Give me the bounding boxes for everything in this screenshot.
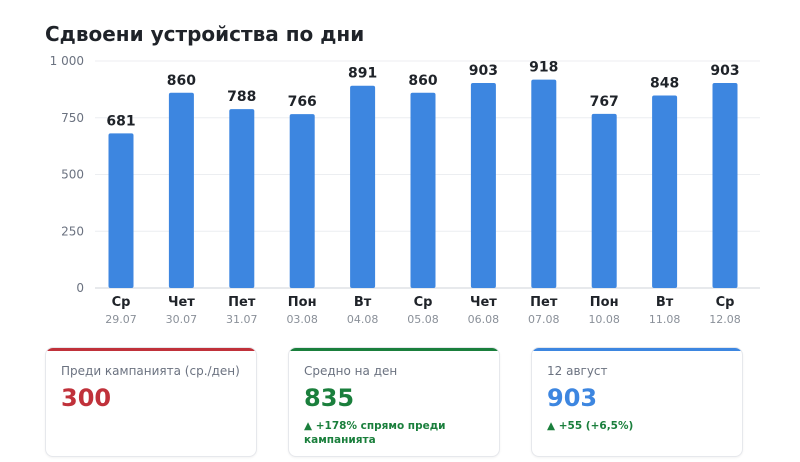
chart-title: Сдвоени устройства по дни	[45, 22, 365, 46]
y-tick-label: 750	[61, 111, 84, 125]
card-accent-bar	[289, 348, 499, 351]
y-tick-label: 1 000	[50, 54, 84, 68]
bar	[470, 83, 496, 288]
bar	[531, 79, 557, 288]
bar	[168, 92, 194, 288]
card-delta: ▲ +178% спрямо преди кампанията	[304, 420, 446, 446]
card-label: Преди кампанията (ср./ден)	[61, 364, 240, 378]
x-tick-label: Ср	[716, 295, 735, 310]
card-august-12: 12 август 903 ▲ +55 (+6,5%)	[531, 347, 743, 457]
y-tick-label: 500	[61, 168, 84, 182]
card-label: 12 август	[547, 364, 608, 378]
data-label: 903	[710, 63, 739, 79]
data-label: 860	[167, 73, 196, 89]
x-tick-date: 05.08	[407, 313, 439, 326]
card-before-campaign: Преди кампанията (ср./ден) 300	[45, 347, 257, 457]
bar	[591, 113, 617, 289]
x-tick-label: Ср	[112, 295, 131, 310]
data-label: 767	[590, 94, 619, 110]
data-label: 891	[348, 66, 377, 82]
x-tick-date: 30.07	[166, 313, 198, 326]
bar	[108, 133, 134, 288]
x-tick-date: 11.08	[649, 313, 681, 326]
x-tick-label: Пет	[530, 295, 558, 310]
x-tick-label: Ср	[414, 295, 433, 310]
bar	[410, 92, 436, 288]
x-tick-date: 07.08	[528, 313, 560, 326]
summary-cards: Преди кампанията (ср./ден) 300 Средно на…	[45, 347, 758, 462]
data-label: 681	[106, 113, 135, 129]
x-tick-date: 31.07	[226, 313, 258, 326]
bar	[289, 114, 315, 288]
y-tick-label: 0	[76, 281, 84, 295]
x-tick-date: 12.08	[709, 313, 741, 326]
x-tick-date: 03.08	[286, 313, 318, 326]
x-tick-date: 04.08	[347, 313, 379, 326]
x-tick-label: Пет	[228, 295, 256, 310]
bar	[229, 109, 255, 289]
x-tick-date: 10.08	[588, 313, 620, 326]
x-tick-label: Пон	[288, 295, 317, 310]
bar	[350, 85, 376, 288]
x-tick-label: Вт	[656, 295, 674, 310]
x-tick-label: Пон	[590, 295, 619, 310]
x-tick-label: Чет	[168, 295, 195, 310]
bar	[652, 95, 678, 288]
data-label: 860	[408, 73, 437, 89]
card-label: Средно на ден	[304, 364, 398, 378]
y-tick-label: 250	[61, 224, 84, 238]
data-label: 918	[529, 60, 558, 76]
card-value: 835	[304, 384, 355, 412]
data-label: 903	[469, 63, 498, 79]
x-tick-label: Чет	[470, 295, 497, 310]
data-label: 848	[650, 76, 679, 92]
card-value: 903	[547, 384, 598, 412]
x-tick-label: Вт	[354, 295, 372, 310]
card-accent-bar	[532, 348, 742, 351]
card-daily-average: Средно на ден 835 ▲ +178% спрямо преди к…	[288, 347, 500, 457]
bar-chart: 0 250 500 750 1 000 681 Ср 29.07 860 Чет 30.07 788 П…	[50, 54, 760, 326]
card-accent-bar	[46, 348, 256, 351]
x-tick-date: 29.07	[105, 313, 137, 326]
bar	[712, 83, 738, 288]
data-label: 766	[288, 94, 317, 110]
card-delta: ▲ +55 (+6,5%)	[547, 420, 634, 432]
x-tick-date: 06.08	[468, 313, 500, 326]
card-value: 300	[61, 384, 112, 412]
data-label: 788	[227, 89, 256, 105]
